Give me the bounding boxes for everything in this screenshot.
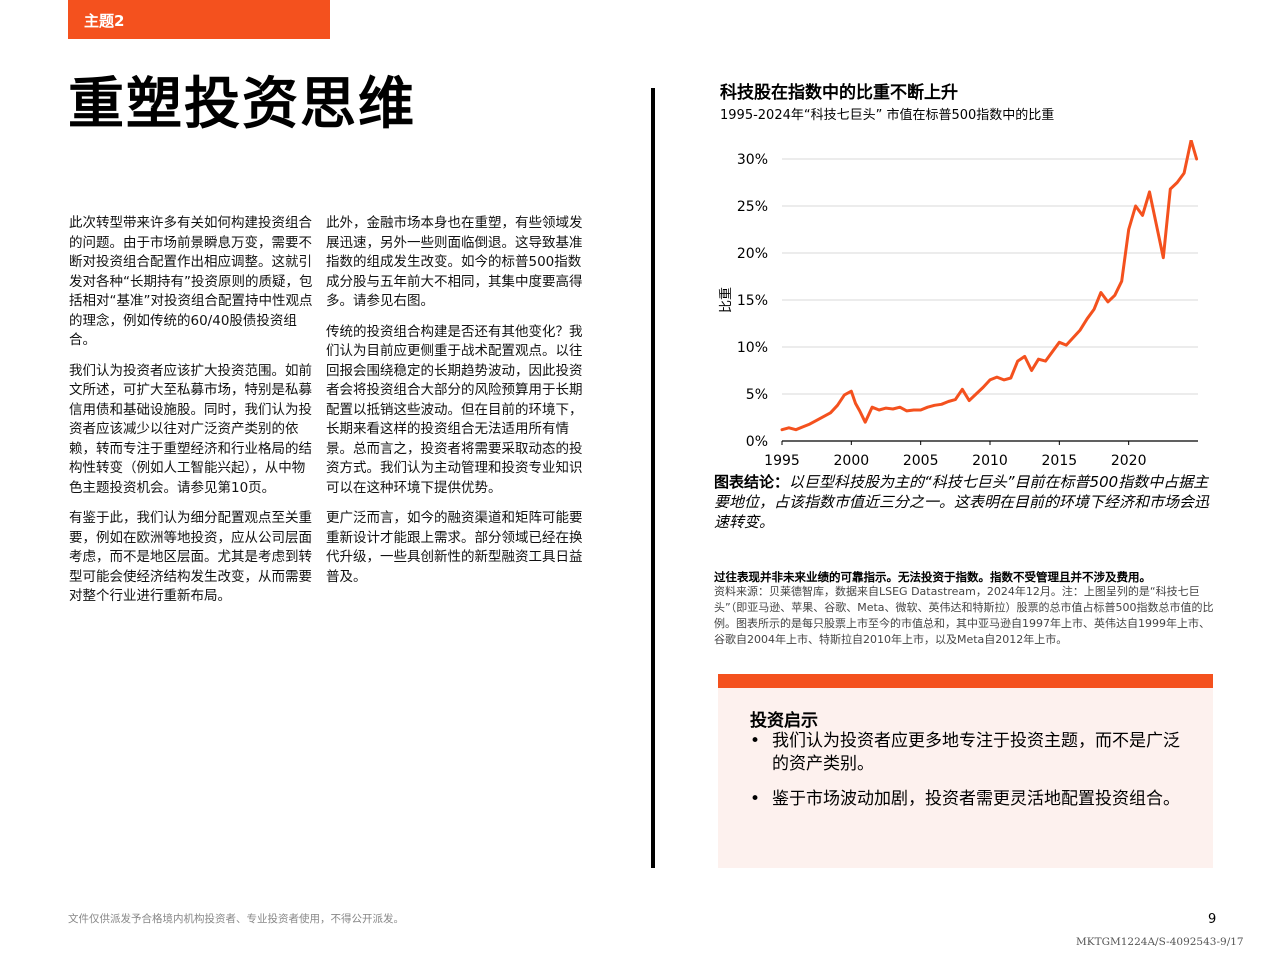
insight-list: 我们认为投资者应更多地专注于投资主题，而不是广泛的资产类别。 鉴于市场波动加剧，… [746, 730, 1186, 823]
y-tick-label: 15% [737, 293, 768, 309]
y-axis-label: 比重 [718, 287, 734, 313]
insight-box: 投资启示 我们认为投资者应更多地专注于投资主题，而不是广泛的资产类别。 鉴于市场… [718, 688, 1213, 868]
insight-accent-bar [718, 674, 1213, 688]
line-chart: 0% 5% 10% 15% 20% 25% 30% 1995 2000 2005 2010 2015 2… [718, 140, 1199, 469]
vertical-divider [651, 88, 655, 868]
x-tick-label: 2010 [972, 453, 1008, 469]
left-text-column: 此次转型带来许多有关如何构建投资组合的问题。由于市场前景瞬息万变，需要不断对投资… [69, 214, 315, 618]
conclusion-text: 以巨型科技股为主的“科技七巨头”目前在标普500指数中占据主要地位，占该指数市值… [714, 473, 1210, 531]
paragraph: 此次转型带来许多有关如何构建投资组合的问题。由于市场前景瞬息万变，需要不断对投资… [69, 215, 313, 348]
document-code: MKTGM1224A/S-4092543-9/17 [1076, 936, 1244, 948]
y-tick-label: 25% [737, 199, 768, 215]
x-tick-label: 2005 [903, 453, 939, 469]
y-tick-label: 20% [737, 246, 768, 262]
footer-note: 文件仅供派发予合格境内机构投资者、专业投资者使用，不得公开派发。 [68, 913, 404, 925]
series-line [780, 140, 1199, 432]
page-title: 重塑投资思维 [68, 72, 416, 137]
paragraph: 传统的投资组合构建是否还有其他变化？我们认为目前应更侧重于战术配置观点。以往回报… [326, 323, 583, 496]
insight-item: 鉴于市场波动加剧，投资者需更灵活地配置投资组合。 [746, 788, 1186, 811]
performance-disclaimer: 过往表现并非未来业绩的可靠指示。无法投资于指数。指数不受管理且并不涉及费用。 [714, 570, 1151, 584]
chart-title: 科技股在指数中的比重不断上升 [720, 83, 958, 103]
insight-item: 我们认为投资者应更多地专注于投资主题，而不是广泛的资产类别。 [746, 730, 1186, 776]
page-number: 9 [1208, 912, 1217, 927]
paragraph: 此外，金融市场本身也在重塑，有些领域发展迅速，另外一些则面临倒退。这导致基准指数… [326, 215, 583, 309]
y-tick-label: 30% [737, 152, 768, 168]
y-tick-label: 10% [737, 340, 768, 356]
paragraph: 有鉴于此，我们认为细分配置观点至关重要，例如在欧洲等地投资，应从公司层面考虑，而… [69, 510, 312, 604]
x-tick-label: 2020 [1111, 453, 1147, 469]
paragraph: 更广泛而言，如今的融资渠道和矩阵可能要重新设计才能跟上需求。部分领域已经在换代升… [326, 510, 583, 585]
insight-title: 投资启示 [750, 711, 818, 731]
chart-conclusion: 图表结论：以巨型科技股为主的“科技七巨头”目前在标普500指数中占据主要地位，占… [714, 472, 1214, 532]
middle-text-column: 此外，金融市场本身也在重塑，有些领域发展迅速，另外一些则面临倒退。这导致基准指数… [326, 214, 584, 598]
x-tick-label: 2015 [1042, 453, 1078, 469]
x-tick-label: 2000 [834, 453, 870, 469]
paragraph: 我们认为投资者应该扩大投资范围。如前文所述，可扩大至私募市场，特别是私募信用债和… [69, 362, 312, 496]
topic-tag-label: 主题2 [84, 12, 125, 30]
conclusion-label: 图表结论： [714, 473, 790, 491]
chart-source: 资料来源：贝莱德智库，数据来自LSEG Datastream，2024年12月。… [714, 585, 1214, 646]
topic-tag: 主题2 [68, 0, 330, 39]
chart-subtitle: 1995-2024年“科技七巨头” 市值在标普500指数中的比重 [720, 108, 1055, 123]
y-tick-label: 0% [746, 434, 768, 450]
x-tick-label: 1995 [764, 453, 800, 469]
y-tick-label: 5% [746, 387, 768, 403]
